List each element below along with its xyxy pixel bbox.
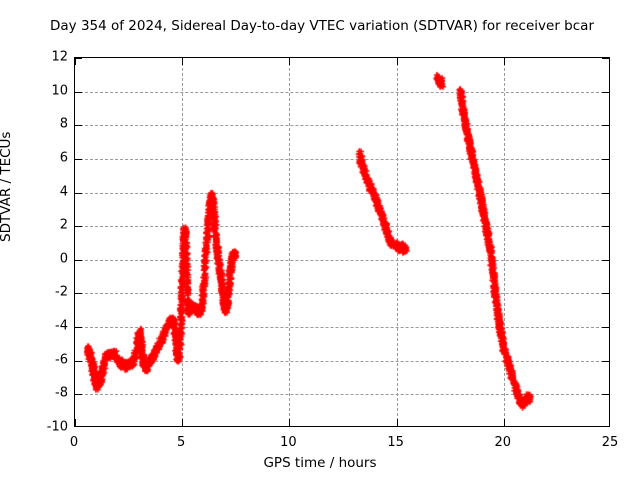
y-tick-label: 0 bbox=[59, 251, 68, 267]
x-tick-label: 0 bbox=[69, 435, 79, 450]
y-tick-label: 12 bbox=[51, 49, 68, 65]
y-tick-label: 4 bbox=[59, 184, 68, 200]
y-tick-label: -10 bbox=[46, 419, 68, 435]
data-series-layer bbox=[75, 58, 609, 426]
y-tick-label: -6 bbox=[55, 352, 68, 368]
plot-area bbox=[74, 57, 610, 427]
x-tick-label: 20 bbox=[494, 435, 512, 450]
x-tick-label: 5 bbox=[177, 435, 186, 450]
y-tick-label: -8 bbox=[55, 385, 68, 401]
chart-title: Day 354 of 2024, Sidereal Day-to-day VTE… bbox=[50, 18, 594, 34]
x-tick-label: 10 bbox=[280, 435, 297, 450]
scatter-markers bbox=[75, 58, 609, 426]
y-tick-label: 6 bbox=[59, 150, 68, 166]
x-tick-label: 25 bbox=[601, 435, 619, 450]
y-tick-label: -4 bbox=[55, 318, 68, 334]
y-axis-label: SDTVAR / TECUs bbox=[0, 131, 14, 242]
y-tick-label: -2 bbox=[55, 284, 68, 300]
x-axis-label: GPS time / hours bbox=[263, 455, 377, 471]
x-tick-label: 15 bbox=[387, 435, 404, 450]
y-tick-label: 8 bbox=[59, 116, 68, 132]
y-tick-label: 10 bbox=[51, 83, 68, 99]
y-tick-label: 2 bbox=[59, 217, 68, 233]
